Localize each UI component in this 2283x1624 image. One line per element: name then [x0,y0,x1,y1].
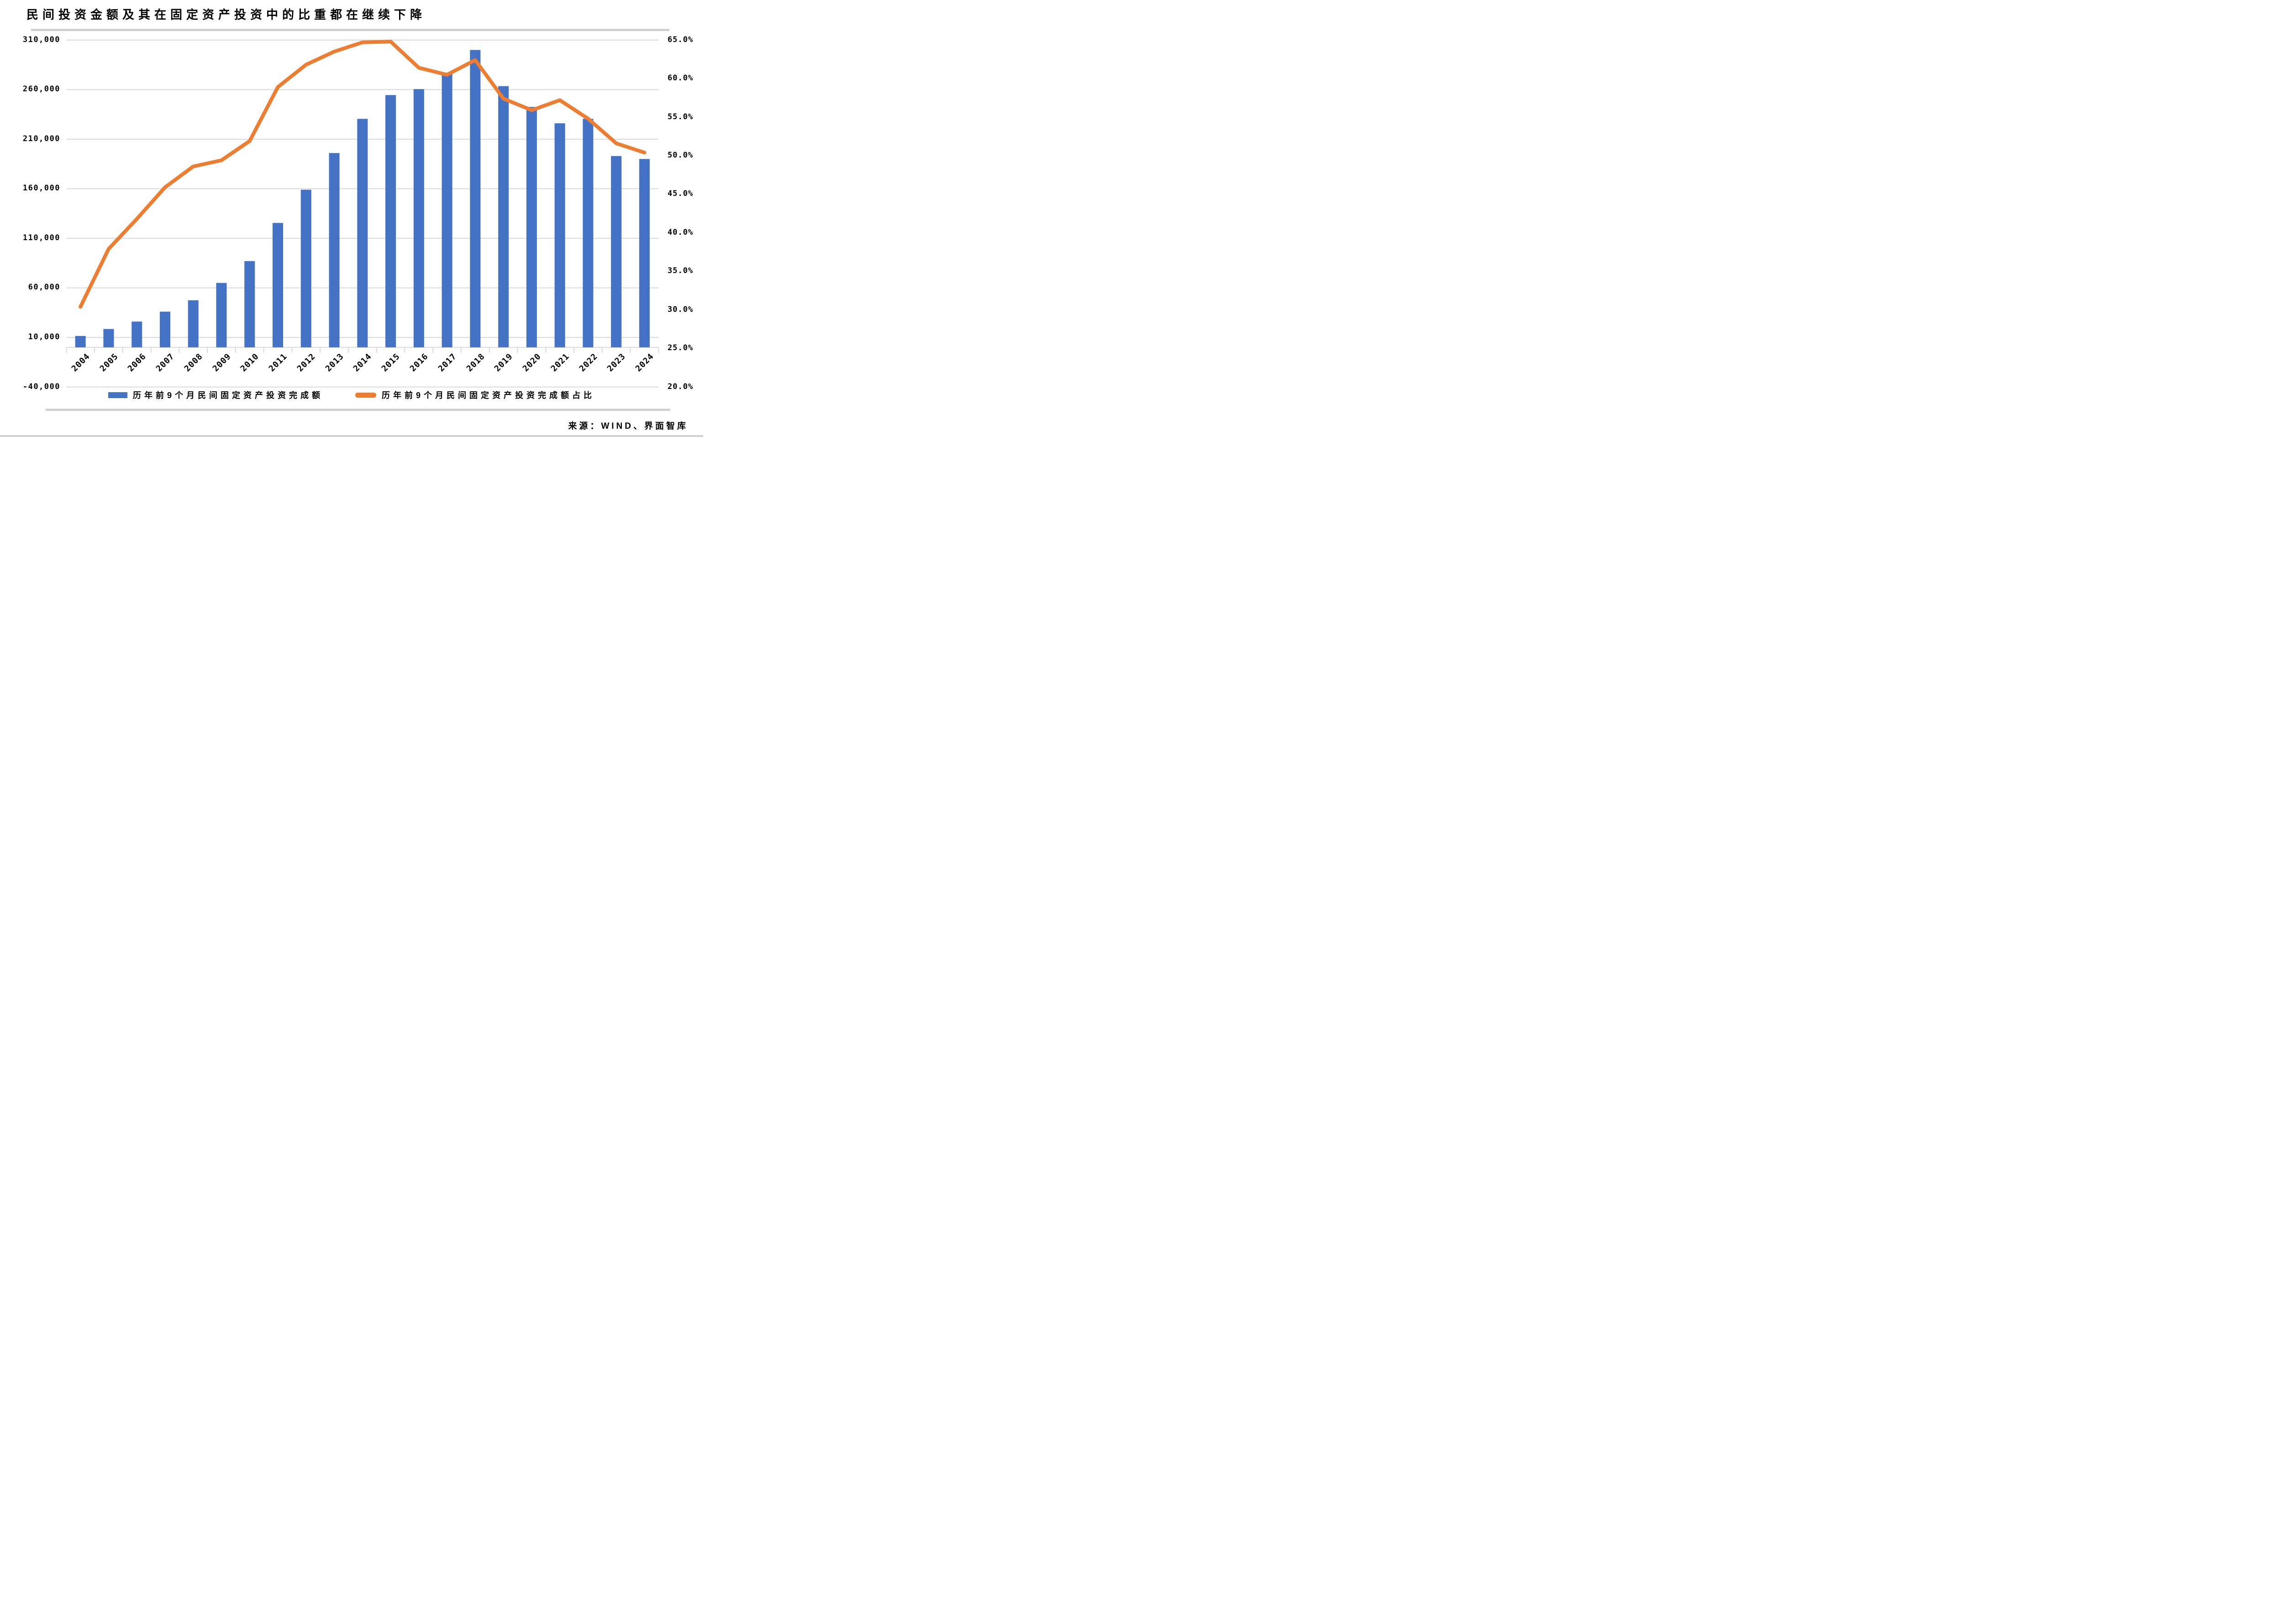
bar-2024 [639,159,650,347]
source-note: 来源：WIND、界面智库 [568,421,688,431]
left-axis-tick-label: 10,000 [28,332,60,342]
left-axis-tick-label: 110,000 [22,233,60,242]
right-axis-tick-label: 45.0% [668,189,694,199]
left-axis-tick-label: 160,000 [22,184,60,193]
share-line [79,40,647,309]
bar-2007 [159,311,170,347]
bar-2006 [132,321,142,347]
bar-2022 [583,119,594,347]
right-axis-tick-label: 40.0% [668,227,694,237]
bar-2010 [244,261,255,347]
left-axis-tick-label: -40,000 [22,382,60,391]
right-axis-tick-label: 50.0% [668,151,694,160]
bottom-divider [46,409,670,411]
bar-2012 [300,189,311,347]
bar-2011 [273,223,284,347]
left-axis-tick-label: 60,000 [28,283,60,292]
chart-title: 民间投资金额及其在固定资产投资中的比重都在继续下降 [26,8,426,21]
bar-2019 [498,86,509,347]
chart-container: 民间投资金额及其在固定资产投资中的比重都在继续下降 310,000 260,000… [0,0,703,437]
right-axis-tick-label: 35.0% [668,266,694,276]
bar-2013 [329,153,340,347]
left-axis-tick-label: 210,000 [22,134,60,143]
bar-2020 [526,107,537,347]
bar-2008 [188,300,199,347]
right-axis-tick-label: 55.0% [668,112,694,121]
bar-2015 [385,95,396,347]
bar-2023 [611,156,622,347]
plot-area [66,39,659,388]
top-divider [31,29,669,31]
bar-2004 [75,336,86,347]
bar-2017 [442,73,452,347]
bar-series-label: 历年前9个月民间固定资产投资完成额 [132,391,323,400]
bar-2009 [216,283,227,347]
legend-item-line: 历年前9个月民间固定资产投资完成额占比 [355,389,595,401]
bar-2005 [103,329,114,347]
left-axis-tick-label: 310,000 [22,35,60,44]
line-series-swatch [355,392,376,398]
right-axis-tick-label: 65.0% [668,35,694,44]
legend-item-bar: 历年前9个月民间固定资产投资完成额 [108,389,323,401]
bottom-edge-strip [0,435,703,437]
bar-2014 [357,119,368,347]
right-axis-tick-label: 30.0% [668,305,694,314]
line-series-label: 历年前9个月民间固定资产投资完成额占比 [382,391,595,400]
bar-2016 [413,89,424,347]
bar-series-swatch [108,392,127,398]
legend: 历年前9个月民间固定资产投资完成额 历年前9个月民间固定资产投资完成额占比 [0,389,703,401]
right-axis-tick-label: 60.0% [668,74,694,83]
right-axis-tick-label: 25.0% [668,343,694,353]
right-axis-tick-label: 20.0% [668,382,694,391]
left-axis-tick-label: 260,000 [22,84,60,94]
bar-2021 [554,123,565,347]
bar-2018 [470,50,481,347]
